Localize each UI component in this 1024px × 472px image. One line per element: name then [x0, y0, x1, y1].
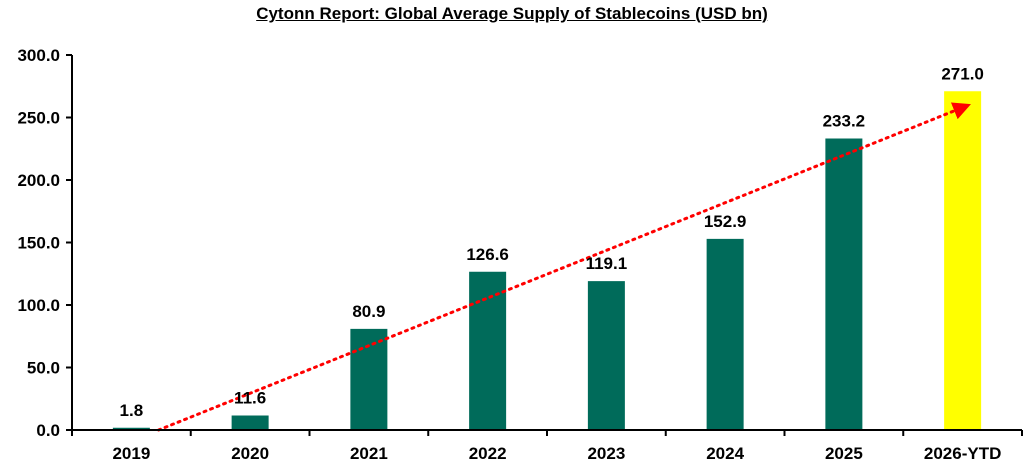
data-label-2025: 233.2 — [823, 112, 866, 131]
trendline — [157, 102, 971, 432]
x-tick-label-2024: 2024 — [706, 444, 744, 463]
data-label-2021: 80.9 — [352, 302, 385, 321]
y-tick-label-0: 0.0 — [36, 421, 60, 440]
data-label-2019: 1.8 — [120, 401, 144, 420]
data-label-2023: 119.1 — [586, 254, 628, 273]
bar-2026-YTD — [944, 91, 982, 430]
x-tick-label-2021: 2021 — [350, 444, 388, 463]
bar-2024 — [706, 238, 744, 430]
x-tick-label-2022: 2022 — [469, 444, 507, 463]
bar-2025 — [825, 138, 863, 430]
data-label-2026-YTD: 271.0 — [941, 64, 984, 83]
bar-2020 — [231, 415, 269, 430]
x-tick-label-2019: 2019 — [112, 444, 150, 463]
data-label-2022: 126.6 — [466, 245, 509, 264]
data-label-2024: 152.9 — [704, 212, 747, 231]
data-label-2020: 11.6 — [234, 389, 266, 408]
bar-2022 — [469, 271, 507, 430]
y-tick-label-250: 250.0 — [17, 109, 60, 128]
y-tick-label-50: 50.0 — [27, 359, 60, 378]
y-tick-label-150: 150.0 — [17, 234, 60, 253]
bar-2019 — [112, 427, 150, 430]
y-tick-label-300: 300.0 — [17, 46, 60, 65]
x-tick-label-2025: 2025 — [825, 444, 863, 463]
y-tick-label-200: 200.0 — [17, 171, 60, 190]
chart-title: Cytonn Report: Global Average Supply of … — [256, 4, 768, 23]
bar-2023 — [587, 281, 625, 430]
x-tick-label-2023: 2023 — [587, 444, 625, 463]
y-tick-label-100: 100.0 — [17, 296, 60, 315]
x-tick-label-2026-YTD: 2026-YTD — [924, 444, 1001, 463]
x-tick-label-2020: 2020 — [231, 444, 269, 463]
bar-2021 — [350, 328, 388, 430]
